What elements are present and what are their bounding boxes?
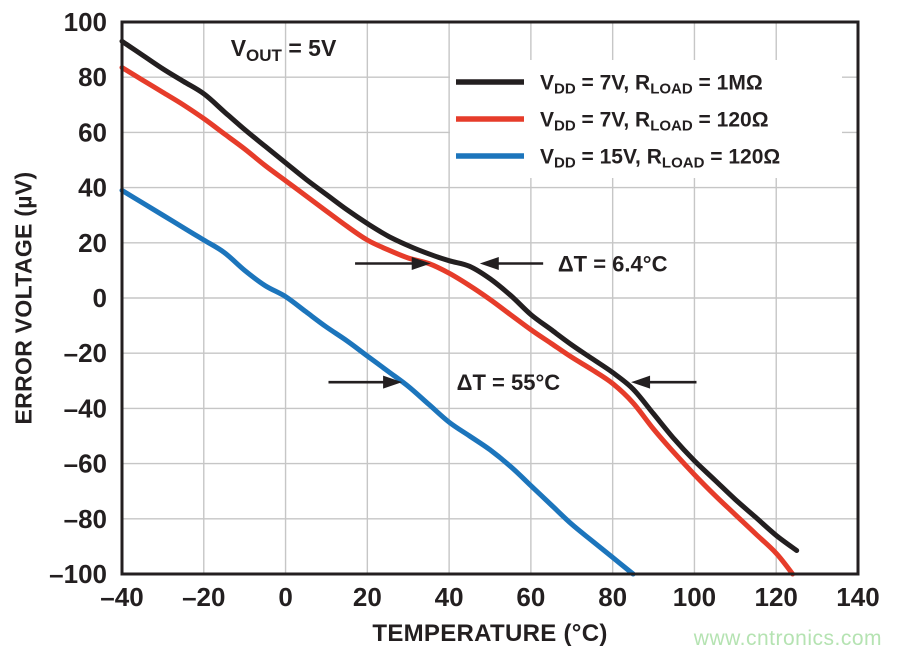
y-tick-label: 20 [78,228,107,258]
watermark: www.cntronics.com [693,627,882,650]
delta-arrow-head [479,257,499,270]
delta-arrow-head [411,257,431,270]
y-tick-label: 100 [64,7,107,37]
x-tick-label: 140 [836,582,879,612]
curve-vdd-7v-rload-1mohm [119,38,800,553]
y-tick-label: 80 [78,62,107,92]
x-tick-label: 60 [516,582,545,612]
curve-vdd-15v-rload-120ohm [119,187,636,577]
legend-label-vdd-7v-rload-1mohm: VDD = 7V, RLOAD = 1MΩ [540,72,763,98]
x-tick-label: –20 [182,582,225,612]
x-tick-label: 80 [598,582,627,612]
x-tick-label: –40 [100,582,143,612]
y-axis-title: ERROR VOLTAGE (µV) [10,171,37,425]
x-tick-label: 120 [755,582,798,612]
y-tick-label: 40 [78,173,107,203]
y-tick-label: 0 [93,283,107,313]
delta-label: ΔT = 55°C [457,370,561,395]
y-tick-label: –80 [64,504,107,534]
x-axis-title: TEMPERATURE (°C) [372,620,608,647]
plot-border [120,20,860,576]
legend-label-vdd-15v-rload-120ohm: VDD = 15V, RLOAD = 120Ω [540,146,780,172]
y-tick-label: –40 [64,393,107,423]
x-tick-label: 20 [353,582,382,612]
x-tick-label: 100 [673,582,716,612]
delta-arrow-head [631,375,651,389]
x-tick-label: 0 [278,582,292,612]
y-tick-label: –20 [64,338,107,368]
y-tick-label: 60 [78,117,107,147]
y-tick-label: –100 [49,559,107,589]
legend-label-vdd-7v-rload-120ohm: VDD = 7V, RLOAD = 120Ω [540,109,769,135]
delta-label: ΔT = 6.4°C [558,252,668,277]
curve-vdd-7v-rload-120ohm [119,65,796,577]
x-tick-label: 40 [435,582,464,612]
vout-condition-label: VOUT = 5V [231,35,337,65]
delta-arrow-head [383,375,403,389]
y-tick-label: –60 [64,449,107,479]
